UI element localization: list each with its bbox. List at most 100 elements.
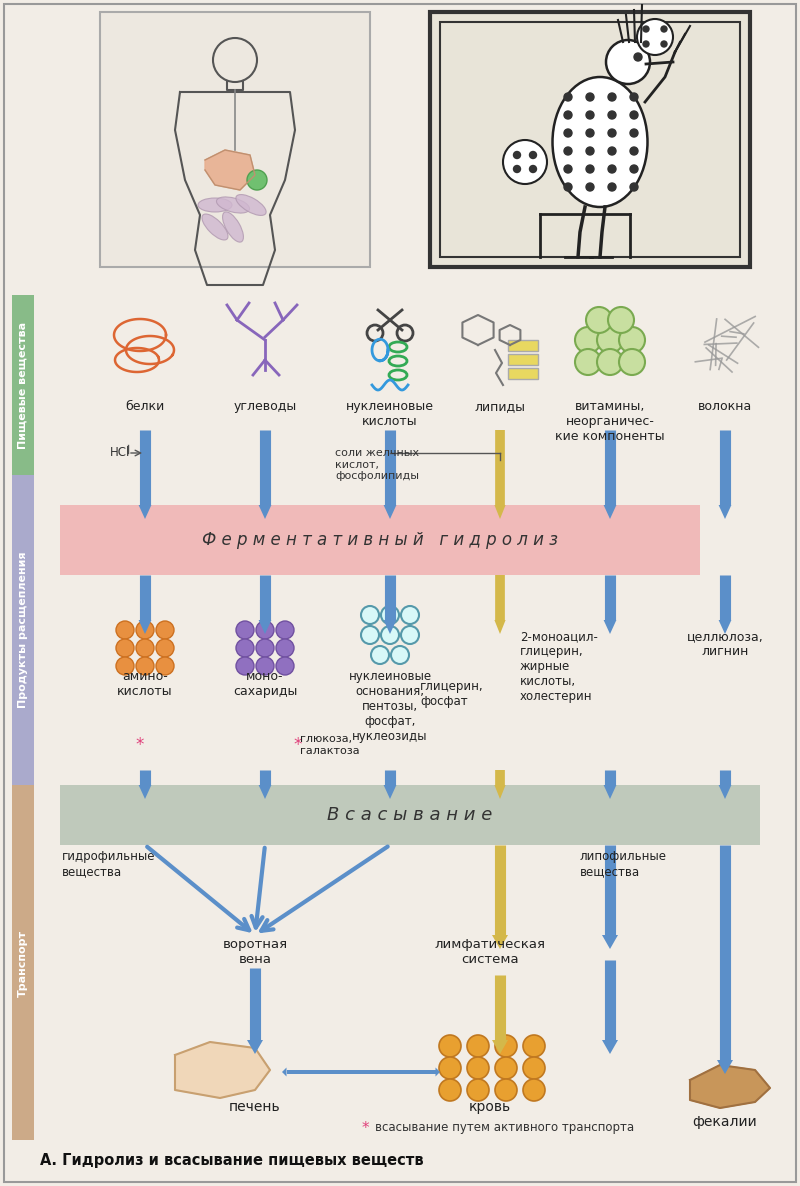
Text: воротная
вена: воротная вена — [222, 938, 287, 967]
Circle shape — [256, 657, 274, 675]
Circle shape — [381, 626, 399, 644]
Ellipse shape — [236, 195, 266, 216]
Ellipse shape — [553, 77, 647, 208]
Circle shape — [495, 1035, 517, 1057]
Circle shape — [606, 40, 650, 84]
Bar — [508, 368, 538, 380]
Circle shape — [564, 165, 572, 173]
Circle shape — [503, 140, 547, 184]
Text: кровь: кровь — [469, 1099, 511, 1114]
Bar — [60, 785, 760, 844]
Text: В с а с ы в а н и е: В с а с ы в а н и е — [327, 806, 493, 824]
Text: *: * — [361, 1121, 369, 1135]
Circle shape — [630, 147, 638, 155]
Polygon shape — [258, 620, 271, 635]
Text: А. Гидролиз и всасывание пищевых веществ: А. Гидролиз и всасывание пищевых веществ — [40, 1153, 424, 1167]
Circle shape — [371, 646, 389, 664]
Circle shape — [530, 152, 537, 159]
Text: Пищевые вещества: Пищевые вещества — [18, 321, 28, 448]
Circle shape — [514, 152, 521, 159]
Text: фекалии: фекалии — [693, 1115, 758, 1129]
Text: глицерин,
фосфат: глицерин, фосфат — [420, 680, 484, 708]
Circle shape — [586, 111, 594, 119]
Text: липиды: липиды — [474, 400, 526, 413]
Polygon shape — [258, 785, 271, 799]
Circle shape — [523, 1057, 545, 1079]
Circle shape — [630, 129, 638, 138]
Polygon shape — [492, 935, 508, 949]
Circle shape — [608, 93, 616, 101]
Polygon shape — [604, 505, 616, 519]
Polygon shape — [138, 620, 151, 635]
Circle shape — [564, 183, 572, 191]
Circle shape — [597, 349, 623, 375]
Circle shape — [643, 26, 649, 32]
Text: гидрофильные
вещества: гидрофильные вещества — [62, 850, 155, 878]
Circle shape — [564, 129, 572, 138]
Bar — [12, 476, 34, 785]
Polygon shape — [717, 1060, 733, 1075]
Text: Транспорт: Транспорт — [18, 930, 28, 996]
Circle shape — [523, 1035, 545, 1057]
Bar — [12, 295, 34, 476]
Ellipse shape — [202, 213, 228, 240]
Polygon shape — [494, 785, 506, 799]
Text: *: * — [294, 737, 302, 754]
Circle shape — [575, 349, 601, 375]
Text: глюкоза,
галактоза: глюкоза, галактоза — [300, 734, 360, 755]
Text: моно-
сахариды: моно- сахариды — [233, 670, 297, 699]
Text: HCl: HCl — [110, 446, 130, 459]
Text: Продукты расщепления: Продукты расщепления — [18, 551, 28, 708]
Text: соли желчных
кислот,
фосфолипиды: соли желчных кислот, фосфолипиды — [335, 448, 419, 482]
Circle shape — [608, 307, 634, 333]
Text: лимфатическая
система: лимфатическая система — [434, 938, 546, 967]
Circle shape — [661, 42, 667, 47]
Circle shape — [630, 93, 638, 101]
Polygon shape — [435, 1067, 440, 1077]
Polygon shape — [384, 785, 397, 799]
Text: печень: печень — [229, 1099, 281, 1114]
Circle shape — [661, 26, 667, 32]
Circle shape — [439, 1079, 461, 1101]
Polygon shape — [602, 1040, 618, 1054]
Circle shape — [439, 1057, 461, 1079]
Circle shape — [467, 1035, 489, 1057]
Circle shape — [136, 639, 154, 657]
Circle shape — [381, 606, 399, 624]
Circle shape — [530, 166, 537, 172]
Text: нуклеиновые
кислоты: нуклеиновые кислоты — [346, 400, 434, 428]
Polygon shape — [205, 149, 255, 190]
Polygon shape — [492, 1040, 508, 1054]
Bar — [60, 505, 700, 575]
Circle shape — [586, 307, 612, 333]
Text: нуклеиновые
основания,
пентозы,
фосфат,
нуклеозиды: нуклеиновые основания, пентозы, фосфат, … — [349, 670, 431, 742]
Text: всасывание путем активного транспорта: всасывание путем активного транспорта — [375, 1122, 634, 1135]
Circle shape — [467, 1079, 489, 1101]
Circle shape — [643, 42, 649, 47]
Circle shape — [608, 111, 616, 119]
Circle shape — [401, 626, 419, 644]
Polygon shape — [175, 1042, 270, 1098]
Circle shape — [608, 183, 616, 191]
Text: углеводы: углеводы — [234, 400, 297, 413]
Text: волокна: волокна — [698, 400, 752, 413]
Polygon shape — [258, 505, 271, 519]
Bar — [508, 340, 538, 351]
Bar — [440, 23, 740, 257]
Circle shape — [116, 657, 134, 675]
Bar — [508, 353, 538, 365]
Circle shape — [586, 147, 594, 155]
Text: амино-
кислоты: амино- кислоты — [117, 670, 173, 699]
Text: 2-моноацил-
глицерин,
жирные
кислоты,
холестерин: 2-моноацил- глицерин, жирные кислоты, хо… — [520, 630, 598, 703]
Text: белки: белки — [126, 400, 165, 413]
Text: *: * — [136, 737, 144, 754]
Polygon shape — [384, 505, 397, 519]
Text: Ф е р м е н т а т и в н ы й   г и д р о л и з: Ф е р м е н т а т и в н ы й г и д р о л … — [202, 531, 558, 549]
Bar — [100, 12, 370, 267]
Circle shape — [564, 111, 572, 119]
Polygon shape — [718, 785, 731, 799]
Text: витамины,
неорганичес-
кие компоненты: витамины, неорганичес- кие компоненты — [555, 400, 665, 444]
Bar — [286, 1070, 435, 1075]
Ellipse shape — [198, 198, 232, 212]
Circle shape — [495, 1079, 517, 1101]
